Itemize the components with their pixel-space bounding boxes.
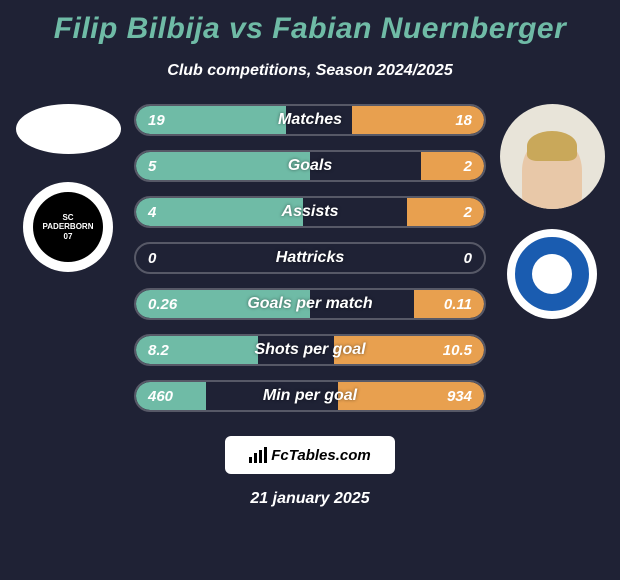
stat-row: 8.2 Shots per goal 10.5 — [134, 334, 486, 366]
player-hair — [527, 131, 577, 161]
stat-bar-right — [421, 152, 484, 180]
subtitle: Club competitions, Season 2024/2025 — [0, 62, 620, 80]
stat-row: 19 Matches 18 — [134, 104, 486, 136]
page-title: Filip Bilbija vs Fabian Nuernberger — [0, 0, 620, 46]
stat-label: Assists — [282, 203, 339, 221]
stats-column: 19 Matches 18 5 Goals 2 4 Assists 2 0 Hattricks 0 0.… — [128, 104, 492, 426]
stat-value-right: 2 — [464, 204, 472, 221]
stat-row: 4 Assists 2 — [134, 196, 486, 228]
stat-value-left: 0 — [148, 250, 156, 267]
team-right-badge — [507, 229, 597, 319]
player-left-photo — [16, 104, 121, 154]
stat-value-left: 460 — [148, 388, 173, 405]
team-left-badge: SC PADERBORN 07 — [23, 182, 113, 272]
stat-label: Hattricks — [276, 249, 344, 267]
stat-value-left: 4 — [148, 204, 156, 221]
badge-text: PADERBORN — [43, 222, 94, 232]
stat-label: Matches — [278, 111, 342, 129]
stat-value-right: 0 — [464, 250, 472, 267]
left-player-column: SC PADERBORN 07 — [8, 104, 128, 426]
footer-logo: FcTables.com — [225, 436, 395, 474]
footer-date: 21 january 2025 — [0, 490, 620, 508]
stat-value-left: 8.2 — [148, 342, 169, 359]
player-face — [522, 139, 582, 209]
footer-logo-text: FcTables.com — [271, 447, 370, 464]
darmstadt-badge-inner — [512, 234, 592, 314]
stat-bar-left — [136, 198, 303, 226]
stat-label: Goals — [288, 157, 332, 175]
stat-label: Goals per match — [247, 295, 372, 313]
stat-row: 0.26 Goals per match 0.11 — [134, 288, 486, 320]
stat-value-left: 5 — [148, 158, 156, 175]
badge-text: 07 — [64, 232, 73, 242]
stat-value-right: 2 — [464, 158, 472, 175]
stat-row: 0 Hattricks 0 — [134, 242, 486, 274]
player-right-photo — [500, 104, 605, 209]
stat-label: Min per goal — [263, 387, 357, 405]
stat-row: 5 Goals 2 — [134, 150, 486, 182]
paderborn-badge-inner: SC PADERBORN 07 — [33, 192, 103, 262]
stat-value-right: 18 — [455, 112, 472, 129]
stat-value-right: 10.5 — [443, 342, 472, 359]
right-player-column — [492, 104, 612, 426]
stat-value-left: 0.26 — [148, 296, 177, 313]
stat-row: 460 Min per goal 934 — [134, 380, 486, 412]
stat-bar-left — [136, 152, 310, 180]
stat-value-left: 19 — [148, 112, 165, 129]
badge-text: SC — [62, 213, 73, 223]
stat-value-right: 934 — [447, 388, 472, 405]
comparison-area: SC PADERBORN 07 19 Matches 18 5 Goals 2 4 Assis… — [0, 104, 620, 426]
darmstadt-center-icon — [532, 254, 572, 294]
stat-label: Shots per goal — [254, 341, 365, 359]
stat-bar-right — [407, 198, 484, 226]
stat-value-right: 0.11 — [444, 296, 472, 313]
chart-icon — [249, 447, 267, 463]
